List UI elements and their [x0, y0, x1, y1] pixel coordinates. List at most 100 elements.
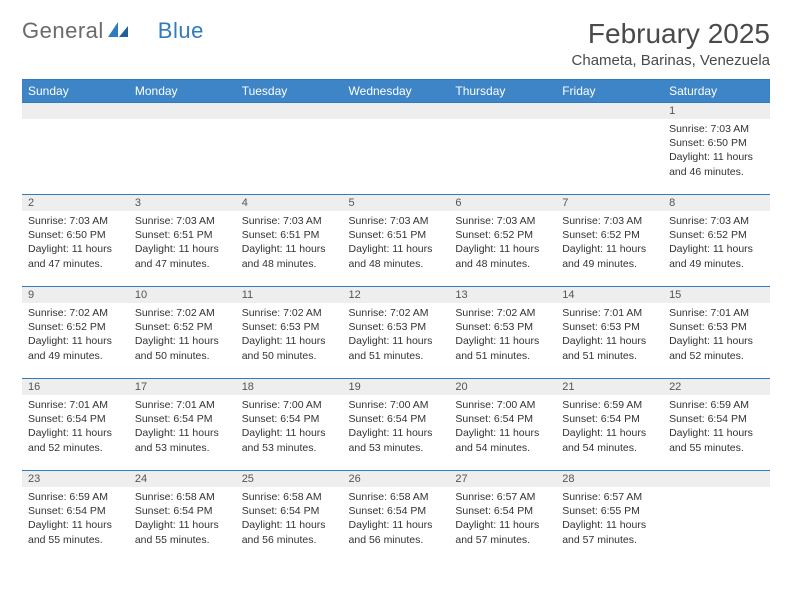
day-details: Sunrise: 7:03 AMSunset: 6:52 PMDaylight:…	[449, 211, 556, 277]
calendar-cell: 26Sunrise: 6:58 AMSunset: 6:54 PMDayligh…	[343, 471, 450, 563]
day-number: 1	[663, 103, 770, 119]
day-number: 11	[236, 287, 343, 303]
day-number: 3	[129, 195, 236, 211]
header: General Blue February 2025 Chameta, Bari…	[22, 18, 770, 69]
day-number: 15	[663, 287, 770, 303]
calendar-cell: 2Sunrise: 7:03 AMSunset: 6:50 PMDaylight…	[22, 195, 129, 287]
calendar-cell: 17Sunrise: 7:01 AMSunset: 6:54 PMDayligh…	[129, 379, 236, 471]
calendar-cell: 4Sunrise: 7:03 AMSunset: 6:51 PMDaylight…	[236, 195, 343, 287]
day-details: Sunrise: 7:00 AMSunset: 6:54 PMDaylight:…	[343, 395, 450, 461]
day-details: Sunrise: 7:03 AMSunset: 6:52 PMDaylight:…	[663, 211, 770, 277]
calendar-row: 23Sunrise: 6:59 AMSunset: 6:54 PMDayligh…	[22, 471, 770, 563]
day-header: Saturday	[663, 80, 770, 103]
calendar-cell: 16Sunrise: 7:01 AMSunset: 6:54 PMDayligh…	[22, 379, 129, 471]
day-details: Sunrise: 6:59 AMSunset: 6:54 PMDaylight:…	[663, 395, 770, 461]
day-details: Sunrise: 7:01 AMSunset: 6:53 PMDaylight:…	[556, 303, 663, 369]
calendar-cell: 28Sunrise: 6:57 AMSunset: 6:55 PMDayligh…	[556, 471, 663, 563]
calendar-cell	[129, 103, 236, 195]
calendar-cell: 6Sunrise: 7:03 AMSunset: 6:52 PMDaylight…	[449, 195, 556, 287]
day-details: Sunrise: 7:03 AMSunset: 6:52 PMDaylight:…	[556, 211, 663, 277]
calendar-row: 9Sunrise: 7:02 AMSunset: 6:52 PMDaylight…	[22, 287, 770, 379]
day-details: Sunrise: 7:00 AMSunset: 6:54 PMDaylight:…	[236, 395, 343, 461]
calendar-cell: 12Sunrise: 7:02 AMSunset: 6:53 PMDayligh…	[343, 287, 450, 379]
calendar-cell: 14Sunrise: 7:01 AMSunset: 6:53 PMDayligh…	[556, 287, 663, 379]
day-details: Sunrise: 7:02 AMSunset: 6:53 PMDaylight:…	[236, 303, 343, 369]
day-details: Sunrise: 7:02 AMSunset: 6:52 PMDaylight:…	[22, 303, 129, 369]
day-number: 22	[663, 379, 770, 395]
day-details: Sunrise: 7:00 AMSunset: 6:54 PMDaylight:…	[449, 395, 556, 461]
calendar-cell: 15Sunrise: 7:01 AMSunset: 6:53 PMDayligh…	[663, 287, 770, 379]
day-number: 8	[663, 195, 770, 211]
calendar-cell: 27Sunrise: 6:57 AMSunset: 6:54 PMDayligh…	[449, 471, 556, 563]
day-number: 6	[449, 195, 556, 211]
day-number: 20	[449, 379, 556, 395]
day-number: 24	[129, 471, 236, 487]
location: Chameta, Barinas, Venezuela	[572, 52, 770, 69]
day-number: 16	[22, 379, 129, 395]
day-details: Sunrise: 7:02 AMSunset: 6:53 PMDaylight:…	[343, 303, 450, 369]
day-number: 5	[343, 195, 450, 211]
day-number: 10	[129, 287, 236, 303]
calendar-cell: 3Sunrise: 7:03 AMSunset: 6:51 PMDaylight…	[129, 195, 236, 287]
sail-icon	[108, 18, 130, 44]
day-header: Monday	[129, 80, 236, 103]
calendar-row: 2Sunrise: 7:03 AMSunset: 6:50 PMDaylight…	[22, 195, 770, 287]
day-number: 21	[556, 379, 663, 395]
day-details: Sunrise: 6:57 AMSunset: 6:54 PMDaylight:…	[449, 487, 556, 553]
calendar-cell: 13Sunrise: 7:02 AMSunset: 6:53 PMDayligh…	[449, 287, 556, 379]
day-details: Sunrise: 7:03 AMSunset: 6:51 PMDaylight:…	[129, 211, 236, 277]
day-details: Sunrise: 7:01 AMSunset: 6:54 PMDaylight:…	[129, 395, 236, 461]
day-header: Sunday	[22, 80, 129, 103]
day-number: 14	[556, 287, 663, 303]
day-details: Sunrise: 7:03 AMSunset: 6:51 PMDaylight:…	[236, 211, 343, 277]
calendar-cell: 22Sunrise: 6:59 AMSunset: 6:54 PMDayligh…	[663, 379, 770, 471]
day-details: Sunrise: 6:58 AMSunset: 6:54 PMDaylight:…	[343, 487, 450, 553]
day-details: Sunrise: 6:58 AMSunset: 6:54 PMDaylight:…	[129, 487, 236, 553]
day-number: 25	[236, 471, 343, 487]
day-details: Sunrise: 7:01 AMSunset: 6:53 PMDaylight:…	[663, 303, 770, 369]
calendar-cell	[663, 471, 770, 563]
calendar-row: 1Sunrise: 7:03 AMSunset: 6:50 PMDaylight…	[22, 103, 770, 195]
day-number: 28	[556, 471, 663, 487]
day-number: 4	[236, 195, 343, 211]
day-details: Sunrise: 6:59 AMSunset: 6:54 PMDaylight:…	[556, 395, 663, 461]
calendar-cell: 25Sunrise: 6:58 AMSunset: 6:54 PMDayligh…	[236, 471, 343, 563]
calendar-cell: 7Sunrise: 7:03 AMSunset: 6:52 PMDaylight…	[556, 195, 663, 287]
day-number: 27	[449, 471, 556, 487]
calendar-row: 16Sunrise: 7:01 AMSunset: 6:54 PMDayligh…	[22, 379, 770, 471]
month-title: February 2025	[572, 18, 770, 50]
day-number: 12	[343, 287, 450, 303]
day-number: 26	[343, 471, 450, 487]
day-header-row: SundayMondayTuesdayWednesdayThursdayFrid…	[22, 80, 770, 103]
calendar-cell: 1Sunrise: 7:03 AMSunset: 6:50 PMDaylight…	[663, 103, 770, 195]
day-details: Sunrise: 6:57 AMSunset: 6:55 PMDaylight:…	[556, 487, 663, 553]
calendar-cell	[236, 103, 343, 195]
calendar-body: 1Sunrise: 7:03 AMSunset: 6:50 PMDaylight…	[22, 103, 770, 563]
day-header: Friday	[556, 80, 663, 103]
calendar-cell: 23Sunrise: 6:59 AMSunset: 6:54 PMDayligh…	[22, 471, 129, 563]
calendar-cell: 11Sunrise: 7:02 AMSunset: 6:53 PMDayligh…	[236, 287, 343, 379]
calendar-cell	[343, 103, 450, 195]
day-details: Sunrise: 7:02 AMSunset: 6:53 PMDaylight:…	[449, 303, 556, 369]
day-details: Sunrise: 7:03 AMSunset: 6:51 PMDaylight:…	[343, 211, 450, 277]
logo: General Blue	[22, 18, 204, 44]
day-number: 23	[22, 471, 129, 487]
day-header: Wednesday	[343, 80, 450, 103]
day-details: Sunrise: 6:59 AMSunset: 6:54 PMDaylight:…	[22, 487, 129, 553]
day-header: Tuesday	[236, 80, 343, 103]
logo-text-1: General	[22, 18, 104, 44]
day-number: 7	[556, 195, 663, 211]
calendar-cell: 18Sunrise: 7:00 AMSunset: 6:54 PMDayligh…	[236, 379, 343, 471]
day-details: Sunrise: 7:03 AMSunset: 6:50 PMDaylight:…	[663, 119, 770, 185]
day-number: 18	[236, 379, 343, 395]
day-details: Sunrise: 7:01 AMSunset: 6:54 PMDaylight:…	[22, 395, 129, 461]
day-number: 2	[22, 195, 129, 211]
calendar-cell: 5Sunrise: 7:03 AMSunset: 6:51 PMDaylight…	[343, 195, 450, 287]
calendar-cell: 10Sunrise: 7:02 AMSunset: 6:52 PMDayligh…	[129, 287, 236, 379]
logo-text-2: Blue	[158, 18, 204, 44]
day-header: Thursday	[449, 80, 556, 103]
title-block: February 2025 Chameta, Barinas, Venezuel…	[572, 18, 770, 69]
day-details: Sunrise: 7:02 AMSunset: 6:52 PMDaylight:…	[129, 303, 236, 369]
calendar-cell: 19Sunrise: 7:00 AMSunset: 6:54 PMDayligh…	[343, 379, 450, 471]
day-number: 9	[22, 287, 129, 303]
